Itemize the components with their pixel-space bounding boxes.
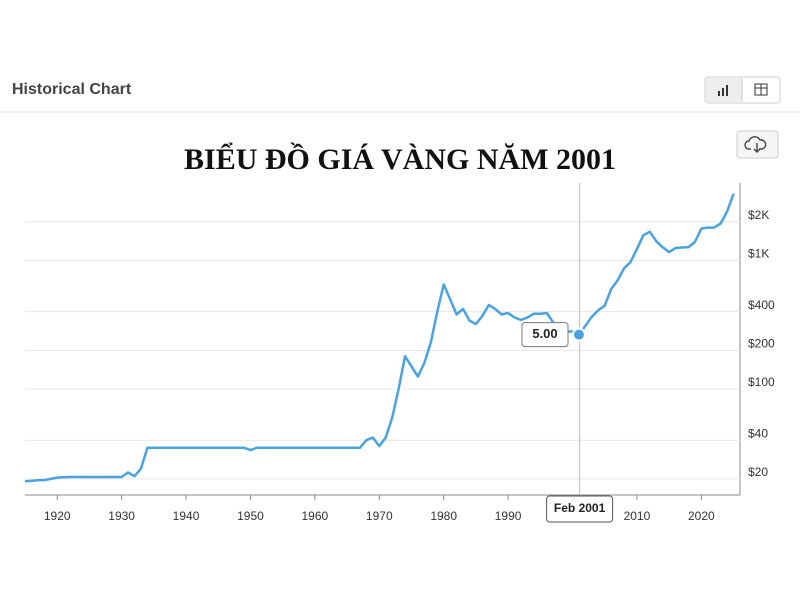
y-tick-label: $400 — [748, 298, 775, 312]
view-toggle — [704, 76, 781, 104]
y-tick-label: $200 — [748, 336, 775, 350]
x-tick-label: 1940 — [173, 509, 200, 523]
x-tooltip-box — [546, 495, 614, 523]
hover-point — [571, 327, 586, 342]
y-tick-label: $100 — [748, 375, 775, 389]
x-tick-label: 1960 — [302, 509, 329, 523]
icon — [718, 91, 720, 96]
y-tick-label: $2K — [748, 208, 769, 222]
x-tick-label: 1990 — [495, 509, 522, 523]
x-tick-label: 2010 — [624, 509, 651, 523]
x-tick-label: 1920 — [44, 509, 71, 523]
chart-title: BIỂU ĐỒ GIÁ VÀNG NĂM 2001 — [184, 142, 616, 176]
x-tooltip-label: Feb 2001 — [554, 501, 606, 515]
x-tick-label: 1970 — [366, 509, 393, 523]
y-tick-label: $1K — [748, 247, 769, 261]
price-line — [24, 193, 735, 483]
value-tooltip-label: 5.00 — [532, 326, 557, 341]
x-tick-label: 2020 — [688, 509, 715, 523]
icon — [726, 85, 728, 96]
x-tick-label: 1950 — [237, 509, 264, 523]
x-tick-label: 1980 — [430, 509, 457, 523]
download-icon — [744, 136, 767, 153]
x-tick-label: 1930 — [108, 509, 135, 523]
download-button[interactable] — [736, 130, 779, 159]
icon — [722, 88, 724, 96]
value-tooltip-box — [521, 322, 569, 348]
y-tick-label: $20 — [748, 465, 768, 479]
y-tick-label: $40 — [748, 426, 768, 440]
header-title: Historical Chart — [12, 81, 132, 98]
